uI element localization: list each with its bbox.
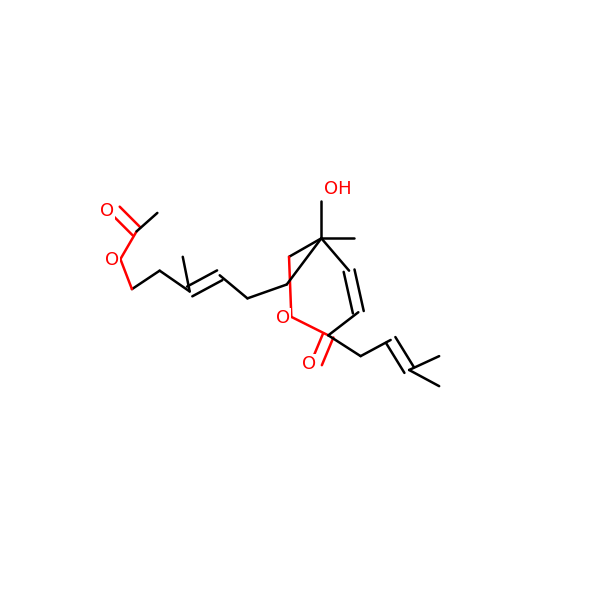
Text: O: O [100,202,115,220]
Text: O: O [302,355,316,373]
Text: O: O [105,251,119,269]
Text: OH: OH [323,179,351,197]
Text: O: O [276,309,290,327]
